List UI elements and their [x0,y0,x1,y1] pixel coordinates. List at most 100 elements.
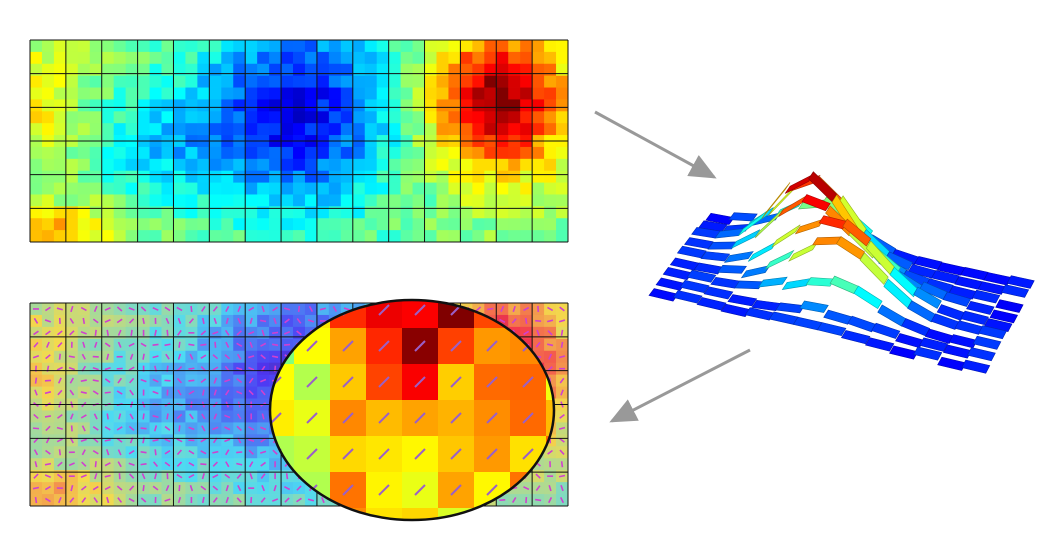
heat-cell [328,206,342,219]
vector-mark [164,425,171,431]
vector-mark [224,378,231,383]
heat-cell [149,51,162,65]
vector-mark [558,355,566,359]
heat-cell [448,111,461,124]
heat-cell [53,158,67,172]
heat-cell [77,99,91,112]
vector-mark [128,462,135,466]
heat-cell [125,146,138,160]
heat-cell [125,206,138,219]
surface-patch [684,237,714,249]
heat-cell [412,206,425,219]
heat-cell [520,170,533,183]
heat-cell [101,87,115,100]
heat-cell [89,51,103,65]
heat-cell [400,170,413,183]
heat-cell [520,99,533,112]
surface-patch [768,184,797,216]
heat-cell [185,123,198,136]
heat-cell [496,230,509,243]
heat-cell [233,158,246,172]
heat-cell [316,123,330,136]
heat-cell [556,40,569,53]
heat-cell [281,40,294,53]
heat-cell [221,194,234,207]
heat-cell [245,158,258,172]
heat-cell [137,158,150,172]
vector-mark [378,412,390,424]
vector-mark [177,317,182,325]
heat-cell [388,194,402,207]
vector-mark [248,461,254,468]
heat-cell [209,75,222,88]
surface-patch [757,276,788,288]
heat-cell [41,170,55,183]
heat-cell [30,123,43,136]
surface-patch [971,289,1001,304]
heat-cell [376,194,390,207]
heat-cell [340,170,354,183]
heat-cell [400,206,413,219]
heat-cell [328,123,342,136]
vector-mark [176,377,183,384]
surface-patch [816,322,847,337]
heat-cell [41,230,55,243]
heat-cell [556,63,569,77]
vector-mark [93,305,98,313]
heat-cell [161,63,174,77]
heat-cell [113,170,127,183]
surface-patch [924,328,954,344]
heat-cell [293,146,306,160]
heat-cell [197,123,210,136]
heat-cell [173,146,186,160]
heat-cell [436,206,449,219]
vector-mark [140,427,147,430]
heat-cell [89,170,103,183]
heat-cell [508,182,521,195]
heat-cell [149,75,162,88]
vector-mark [118,413,122,420]
heat-cell [53,146,67,160]
vector-mark [260,354,266,360]
heat-cell [436,218,449,231]
heat-cell [328,170,342,183]
heat-cell [448,75,461,88]
vector-mark [486,484,498,496]
vector-mark [33,317,39,324]
vector-mark [414,340,426,352]
vector-mark [44,462,52,466]
heat-cell [30,99,43,112]
heat-cell [472,99,485,112]
vector-mark [547,330,553,336]
heat-cell [41,182,55,195]
heat-cell [113,146,127,160]
heat-cell [508,111,521,124]
heat-cell [173,218,186,231]
heat-cell [484,99,497,112]
vector-mark [152,485,159,491]
heat-cell [197,218,210,231]
heat-cell [352,87,366,100]
heat-cell [257,75,270,88]
vector-mark [414,448,426,460]
surface-patch [847,315,877,333]
vector-mark [154,473,158,480]
surface-patch [771,224,801,248]
vector-mark [212,485,219,491]
heat-cell [161,51,174,65]
vector-mark [188,413,194,420]
heat-cell [257,194,270,207]
heat-cell [448,170,461,183]
heat-cell [281,111,294,124]
heat-cell [508,99,521,112]
heat-cell [125,111,138,124]
heat-cell [376,75,390,88]
heat-cell [352,63,366,77]
vector-mark [128,450,135,455]
vector-mark [306,340,318,352]
heat-cell [173,99,186,112]
heat-cell [496,51,509,65]
heat-cell [65,146,79,160]
heat-cell [125,75,138,88]
vector-mark [486,412,498,424]
